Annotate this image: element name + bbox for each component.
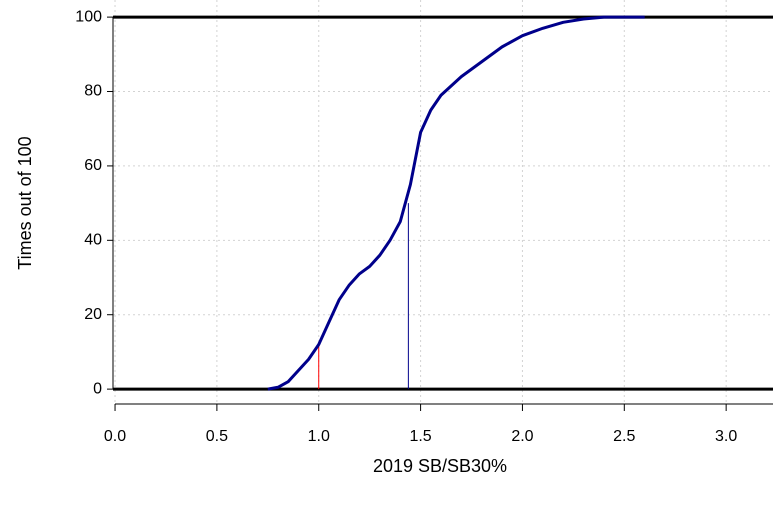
x-tick-label: 2.5 <box>613 428 635 445</box>
x-tick-label: 1.0 <box>308 428 330 445</box>
x-tick-label: 0.0 <box>104 428 126 445</box>
y-tick-label: 20 <box>84 306 102 323</box>
x-tick-label: 2.0 <box>511 428 533 445</box>
x-tick-label: 3.0 <box>715 428 737 445</box>
x-tick-label: 0.5 <box>206 428 228 445</box>
x-tick-label: 1.5 <box>409 428 431 445</box>
y-tick-label: 40 <box>84 232 102 249</box>
x-axis-label: 2019 SB/SB30% <box>373 456 507 476</box>
cdf-line <box>267 15 645 391</box>
y-tick-label: 100 <box>75 8 102 25</box>
y-tick-label: 60 <box>84 157 102 174</box>
y-tick-label: 0 <box>93 380 102 397</box>
y-tick-label: 80 <box>84 83 102 100</box>
y-axis-label: Times out of 100 <box>15 136 35 269</box>
